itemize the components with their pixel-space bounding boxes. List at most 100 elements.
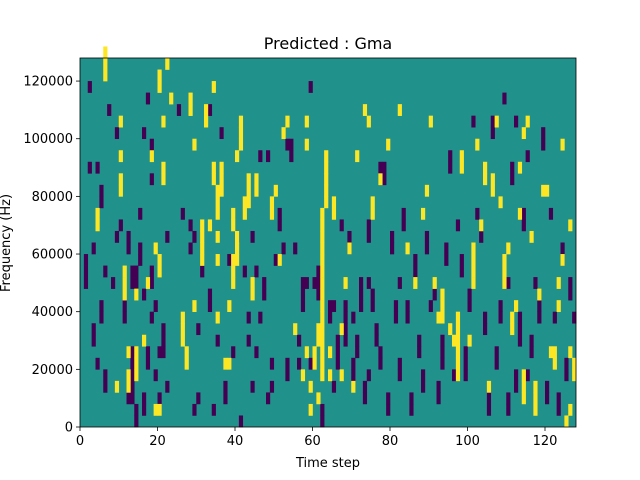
heatmap-cell-high [490,173,495,186]
heatmap-cell-high [428,115,433,128]
heatmap-cell-low [142,127,147,140]
heatmap-cell-high [517,161,523,174]
heatmap-cell-high [273,184,278,197]
heatmap-cell-high [560,254,565,266]
heatmap-cell-high [537,288,542,301]
heatmap-cell-low [304,277,309,289]
heatmap-cell-low [370,300,375,312]
heatmap-cell-high [324,150,329,163]
heatmap-cell-high [200,242,205,255]
heatmap-cell-high [293,323,298,336]
heatmap-cell-high [204,115,209,128]
heatmap-cell-low [517,323,523,336]
heatmap-cell-high [471,254,476,266]
heatmap-cell-low [378,161,383,174]
heatmap-cell-low [405,300,410,312]
heatmap-cell-low [405,311,410,324]
heatmap-cell-low [211,403,216,416]
heatmap-cell-high [254,173,259,186]
heatmap-cell-low [266,150,271,163]
heatmap-cell-high [215,184,220,197]
heatmap-cell-high [572,369,577,382]
heatmap-cell-low [347,230,352,243]
heatmap-cell-low [91,323,96,336]
heatmap-cell-low [328,300,333,312]
heatmap-cell-low [374,323,379,336]
heatmap-cell-low [514,380,519,393]
heatmap-cell-low [285,369,290,382]
heatmap-cell-high [568,403,573,416]
heatmap-cell-high [188,92,193,105]
heatmap-cell-high [200,230,205,243]
heatmap-cell-high [242,207,247,220]
heatmap-cell-high [521,369,526,382]
heatmap-cell-high [114,380,120,393]
x-axis: 0 20 40 60 80 100 120 [76,427,557,449]
heatmap-cell-high [455,311,461,324]
heatmap-cell-low [463,357,468,370]
heatmap-cell-low [471,115,476,128]
heatmap-cell-low [130,357,135,370]
heatmap-cell-low [545,392,550,405]
heatmap-cell-low [409,392,414,405]
heatmap-cell-high [459,161,464,174]
heatmap-cell-low [351,311,356,324]
heatmap-cell-high [568,219,573,232]
heatmap-cell-low [486,403,492,416]
heatmap-cell-high [134,369,139,382]
heatmap-cell-high [331,207,337,220]
heatmap-cell-high [285,115,290,128]
heatmap-cell-high [564,415,569,428]
heatmap-cell-low [463,346,468,359]
heatmap-cell-low [568,288,573,301]
heatmap-cell-low [386,403,391,416]
heatmap-cell-high [204,104,209,116]
heatmap-cell-high [362,104,368,116]
heatmap-cell-low [277,207,282,220]
heatmap-cell-high [320,311,325,324]
x-tick-label: 100 [455,434,480,449]
heatmap-cell-high [153,403,158,416]
heatmap-cell-low [134,403,139,416]
heatmap-cell-low [262,288,267,301]
heatmap-cell-high [231,265,236,278]
heatmap-cell-low [483,311,488,324]
heatmap-cell-high [455,357,461,370]
heatmap-cell-high [153,242,158,255]
heatmap-cell-low [95,161,100,174]
heatmap-cell-high [510,311,515,324]
heatmap-cell-high [521,392,526,405]
heatmap-cell-high [180,311,185,324]
heatmap-cell-low [556,392,561,405]
heatmap-cell-low [525,369,530,382]
heatmap-cell-low [285,357,290,370]
heatmap-cell-low [390,242,395,255]
heatmap-cell-low [366,369,371,382]
heatmap-cell-high [211,161,216,174]
heatmap-cell-low [300,288,306,301]
heatmap-cell-low [180,207,185,220]
heatmap-cell-low [308,81,313,93]
heatmap-cell-high [192,138,197,151]
heatmap-cell-high [324,184,329,197]
y-tick-label: 20000 [32,363,73,378]
heatmap-cell-low [413,265,418,278]
heatmap-cell-low [200,265,205,278]
heatmap-cell-high [483,173,488,186]
heatmap-cell-high [521,127,526,140]
y-tick-label: 0 [65,421,73,436]
heatmap-cell-high [320,334,325,347]
heatmap-cell-high [378,173,383,186]
heatmap-cell-high [320,300,325,312]
heatmap-cell-high [533,403,538,416]
heatmap-cell-low [366,230,371,243]
heatmap-cell-low [250,380,255,393]
heatmap-cell-low [506,277,511,289]
heatmap-cell-high [320,346,325,359]
heatmap-cell-high [452,334,457,347]
heatmap-cell-high [370,207,375,220]
heatmap-cell-low [87,161,92,174]
heatmap-cell-low [401,219,406,232]
heatmap-cell-high [483,161,488,174]
heatmap-cell-low [335,357,340,370]
